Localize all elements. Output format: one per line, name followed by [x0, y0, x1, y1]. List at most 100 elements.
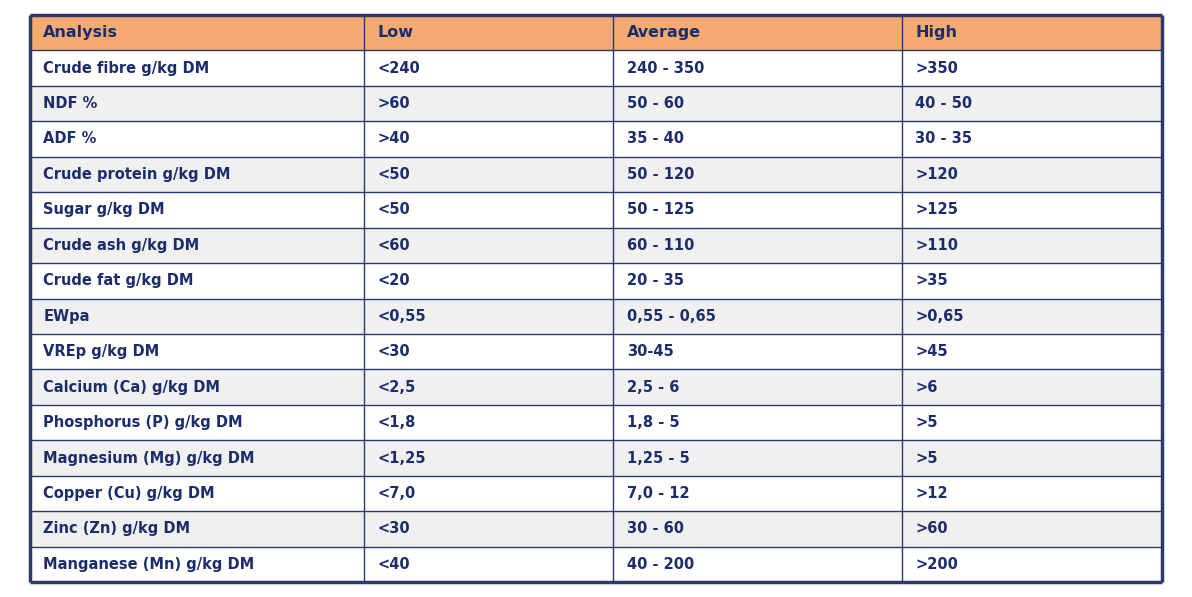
Bar	[364, 334, 613, 370]
Bar	[364, 86, 613, 121]
Bar	[902, 121, 1162, 157]
Bar	[902, 15, 1162, 50]
Text: 0,55 - 0,65: 0,55 - 0,65	[627, 309, 715, 324]
Bar	[30, 192, 364, 227]
Bar	[613, 50, 902, 86]
Bar	[613, 192, 902, 227]
Text: 240 - 350: 240 - 350	[627, 60, 704, 76]
Text: >60: >60	[378, 96, 410, 111]
Text: Phosphorus (P) g/kg DM: Phosphorus (P) g/kg DM	[43, 415, 243, 430]
Text: 7,0 - 12: 7,0 - 12	[627, 486, 689, 501]
Text: <20: <20	[378, 273, 410, 288]
Text: >35: >35	[915, 273, 948, 288]
Text: EWpa: EWpa	[43, 309, 89, 324]
Text: >40: >40	[378, 131, 410, 146]
Bar	[30, 227, 364, 263]
Bar	[364, 511, 613, 547]
Bar	[364, 298, 613, 334]
Text: >120: >120	[915, 167, 958, 182]
Bar	[364, 405, 613, 441]
Bar	[30, 511, 364, 547]
Text: >6: >6	[915, 380, 938, 395]
Bar	[364, 263, 613, 298]
Text: NDF %: NDF %	[43, 96, 98, 111]
Bar	[902, 86, 1162, 121]
Bar	[902, 370, 1162, 405]
Text: VREp g/kg DM: VREp g/kg DM	[43, 344, 160, 359]
Text: <7,0: <7,0	[378, 486, 416, 501]
Text: Low: Low	[378, 25, 414, 40]
Bar	[613, 476, 902, 511]
Text: 50 - 125: 50 - 125	[627, 202, 694, 217]
Text: 2,5 - 6: 2,5 - 6	[627, 380, 679, 395]
Text: >350: >350	[915, 60, 958, 76]
Bar	[30, 50, 364, 86]
Text: >45: >45	[915, 344, 948, 359]
Text: <240: <240	[378, 60, 421, 76]
Text: Sugar g/kg DM: Sugar g/kg DM	[43, 202, 164, 217]
Text: >0,65: >0,65	[915, 309, 964, 324]
Bar	[30, 405, 364, 441]
Bar	[613, 86, 902, 121]
Text: 20 - 35: 20 - 35	[627, 273, 683, 288]
Text: 1,8 - 5: 1,8 - 5	[627, 415, 679, 430]
Text: <1,25: <1,25	[378, 451, 426, 466]
Text: 50 - 120: 50 - 120	[627, 167, 694, 182]
Text: Crude fibre g/kg DM: Crude fibre g/kg DM	[43, 60, 210, 76]
Bar	[613, 15, 902, 50]
Text: >12: >12	[915, 486, 948, 501]
Bar	[30, 86, 364, 121]
Bar	[902, 334, 1162, 370]
Bar	[613, 511, 902, 547]
Text: Crude protein g/kg DM: Crude protein g/kg DM	[43, 167, 231, 182]
Bar	[613, 370, 902, 405]
Bar	[613, 263, 902, 298]
Bar	[30, 263, 364, 298]
Text: <1,8: <1,8	[378, 415, 416, 430]
Bar	[30, 476, 364, 511]
Text: <50: <50	[378, 167, 410, 182]
Text: <50: <50	[378, 202, 410, 217]
Bar	[613, 298, 902, 334]
Bar	[902, 405, 1162, 441]
Bar	[902, 298, 1162, 334]
Text: <2,5: <2,5	[378, 380, 416, 395]
Text: <0,55: <0,55	[378, 309, 426, 324]
Text: 1,25 - 5: 1,25 - 5	[627, 451, 689, 466]
Bar	[613, 227, 902, 263]
Text: 40 - 200: 40 - 200	[627, 557, 694, 572]
Bar	[364, 121, 613, 157]
Bar	[364, 370, 613, 405]
Text: >5: >5	[915, 415, 938, 430]
Text: Zinc (Zn) g/kg DM: Zinc (Zn) g/kg DM	[43, 521, 191, 537]
Text: 40 - 50: 40 - 50	[915, 96, 973, 111]
Text: >125: >125	[915, 202, 958, 217]
Bar	[902, 441, 1162, 476]
Text: 30 - 35: 30 - 35	[915, 131, 973, 146]
Text: Average: Average	[627, 25, 701, 40]
Text: <30: <30	[378, 344, 410, 359]
Text: 35 - 40: 35 - 40	[627, 131, 683, 146]
Text: <40: <40	[378, 557, 410, 572]
Text: >60: >60	[915, 521, 948, 537]
Text: <30: <30	[378, 521, 410, 537]
Bar	[30, 298, 364, 334]
Bar	[30, 547, 364, 582]
Bar	[613, 441, 902, 476]
Text: Manganese (Mn) g/kg DM: Manganese (Mn) g/kg DM	[43, 557, 255, 572]
Bar	[364, 547, 613, 582]
Bar	[613, 405, 902, 441]
Text: Analysis: Analysis	[43, 25, 118, 40]
Bar	[613, 334, 902, 370]
Text: Copper (Cu) g/kg DM: Copper (Cu) g/kg DM	[43, 486, 215, 501]
Text: <60: <60	[378, 238, 410, 253]
Text: ADF %: ADF %	[43, 131, 97, 146]
Bar	[30, 441, 364, 476]
Bar	[902, 263, 1162, 298]
Bar	[902, 50, 1162, 86]
Bar	[902, 511, 1162, 547]
Text: Magnesium (Mg) g/kg DM: Magnesium (Mg) g/kg DM	[43, 451, 255, 466]
Bar	[364, 15, 613, 50]
Text: Crude fat g/kg DM: Crude fat g/kg DM	[43, 273, 194, 288]
Bar	[364, 476, 613, 511]
